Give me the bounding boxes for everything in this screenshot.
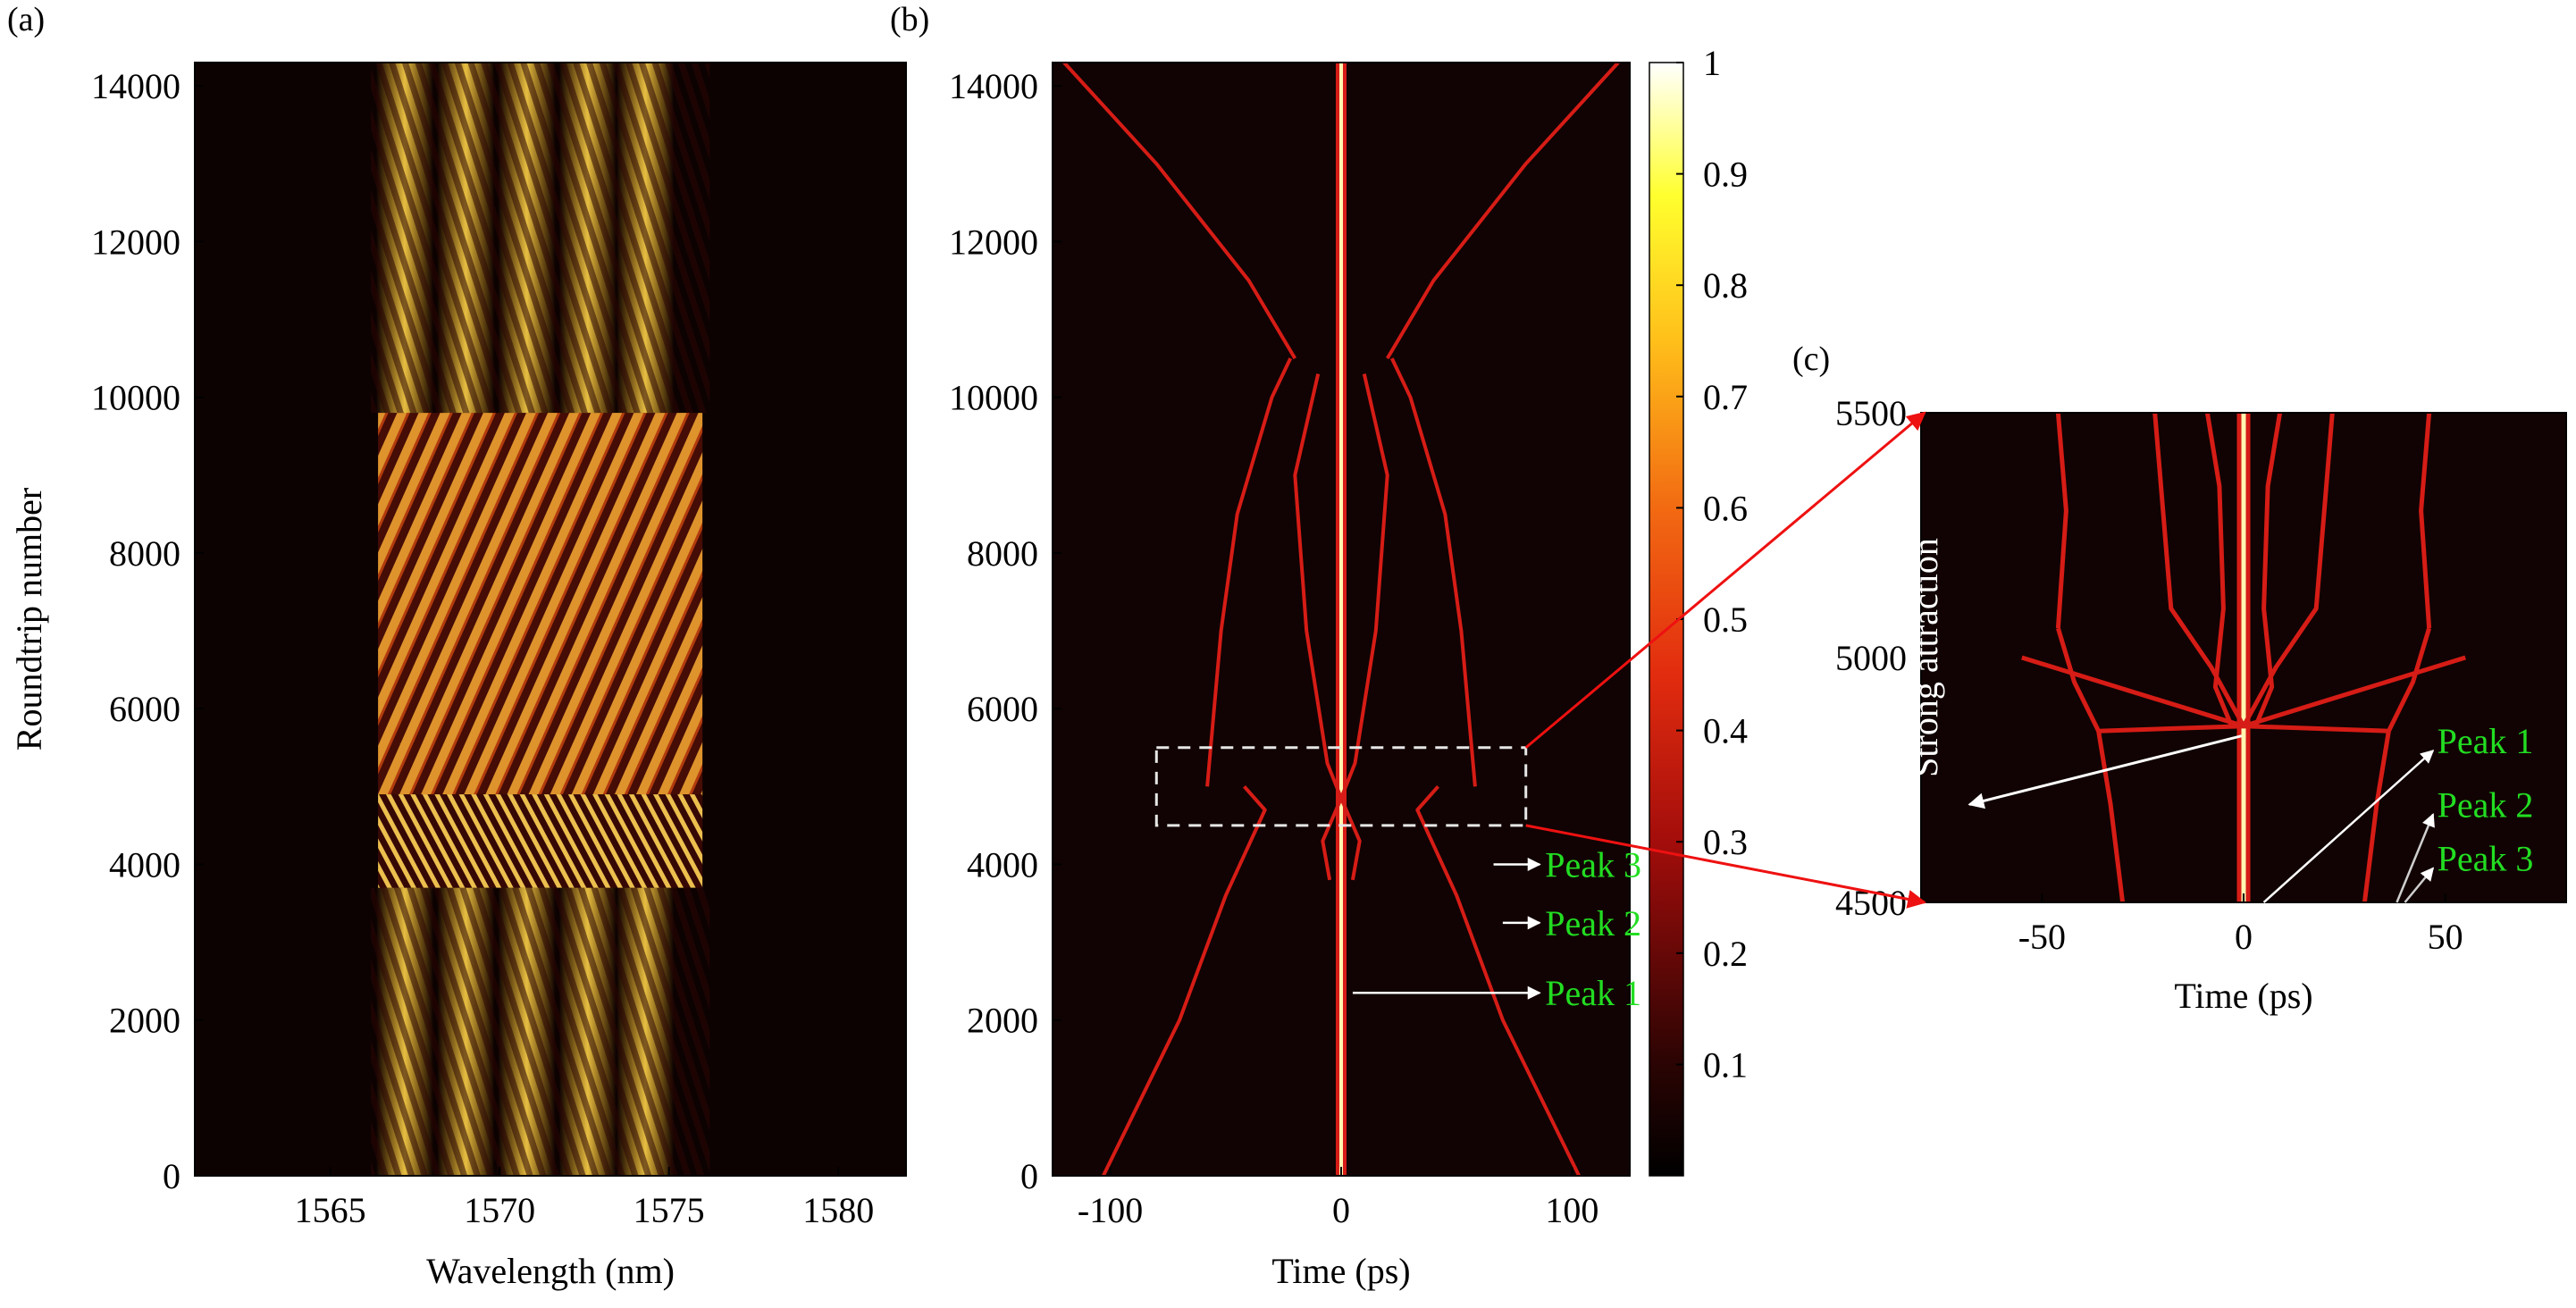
trace-drift-r	[2419, 412, 2432, 629]
y-tick-label: 0	[1020, 1156, 1038, 1196]
interference-region	[378, 794, 703, 888]
panel-c-label: (c)	[1792, 340, 1830, 378]
x-tick-label: -100	[1078, 1190, 1143, 1230]
zoom-connector-top	[1524, 411, 1926, 749]
trace-outer-l	[1062, 61, 1297, 360]
colorbar-tick-label: 0.5	[1703, 600, 1748, 640]
y-tick-label: 4500	[1835, 883, 1907, 923]
trace-middle-r	[1389, 357, 1477, 787]
peak-label: Peak 3	[2438, 839, 2534, 879]
colorbar-tick-label: 0.1	[1703, 1044, 1748, 1085]
trace-inner-r	[1339, 373, 1389, 881]
x-tick-label: 100	[1545, 1190, 1598, 1230]
y-tick-label: 6000	[109, 689, 180, 729]
y-tick-label: 8000	[109, 533, 180, 574]
panel-c-ticks: -50 0 50 4500 5000 5500	[1835, 393, 2463, 957]
colorbar-tick-label: 0.9	[1703, 155, 1748, 195]
peak-arrow	[2262, 750, 2435, 903]
y-tick-label: 14000	[949, 66, 1038, 106]
zoom-connectors	[1524, 411, 1927, 909]
stable-fringes	[371, 63, 710, 414]
y-tick-label: 4000	[967, 844, 1038, 885]
y-tick-label: 4000	[109, 844, 180, 885]
colorbar-tick-label: 0.8	[1703, 265, 1748, 306]
strong-attraction-label: Strong attraction	[1905, 538, 1945, 777]
stable-fringes	[371, 887, 710, 1176]
panel-b: (b) -100 0 1000200040006000800010000120001…	[890, 1, 1748, 1291]
panel-c-xlabel: Time (ps)	[2174, 976, 2312, 1016]
panel-a-ticks: 1565 1570 1575 1580 0 2000 4000 6000 8000 10000 12…	[91, 66, 874, 1230]
x-tick-label: 1565	[295, 1190, 366, 1230]
colorbar-tick-label: 0.6	[1703, 488, 1748, 528]
panel-a-xlabel: Wavelength (nm)	[426, 1251, 675, 1291]
y-tick-label: 12000	[949, 222, 1038, 262]
x-tick-label: 1575	[634, 1190, 705, 1230]
trace-mid-l	[2152, 412, 2246, 727]
trace-inner-r	[2253, 412, 2283, 727]
x-tick-label: -50	[2018, 917, 2066, 957]
panel-a-label: (a)	[7, 1, 45, 38]
panel-b-label: (b)	[890, 1, 929, 38]
y-tick-label: 14000	[91, 66, 180, 106]
y-tick-label: 5500	[1835, 393, 1907, 433]
trace-mid-r	[2241, 412, 2335, 727]
attraction-arrow	[1968, 734, 2243, 809]
zoom-box	[1154, 746, 1528, 827]
zoom-connector-bottom	[1525, 824, 1927, 909]
colorbar-tick-label: 1	[1703, 43, 1721, 83]
colorbar-ticks: 0.1 0.2 0.3 0.4 0.5 0.6 0.7 0.8 0.9 1	[1676, 43, 1748, 1085]
colorbar-tick-label: 0.2	[1703, 934, 1748, 974]
trace-inner-l	[1293, 373, 1343, 881]
panel-b-annotations: Peak 3 Peak 2 Peak 1	[1352, 844, 1641, 1013]
peak-label: Peak 2	[2438, 784, 2534, 825]
trace-outer-r	[1385, 61, 1620, 360]
peak-label: Peak 1	[2438, 721, 2534, 761]
trace-middle-l	[1205, 357, 1293, 787]
y-tick-label: 6000	[967, 689, 1038, 729]
panel-a-ylabel: Roundtrip number	[9, 488, 49, 750]
peak-label: Peak 1	[1545, 973, 1641, 1013]
y-tick-label: 5000	[1835, 638, 1907, 678]
peak-arrow	[2404, 867, 2435, 903]
panel-c-annotations: Strong attraction Peak 1 Peak 2 Peak 3	[1905, 538, 2534, 903]
y-tick-label: 12000	[91, 222, 180, 262]
peak-label: Peak 3	[1545, 844, 1641, 885]
x-tick-label: 1570	[464, 1190, 535, 1230]
y-tick-label: 10000	[949, 378, 1038, 418]
trace-inner-l	[2204, 412, 2234, 727]
chaotic-region	[378, 413, 703, 795]
y-tick-label: 2000	[109, 1001, 180, 1041]
trace-peak-2-l	[1102, 784, 1267, 1177]
y-tick-label: 8000	[967, 533, 1038, 574]
trace-peak-2-r	[1415, 784, 1581, 1177]
panel-b-traces	[1052, 61, 1631, 1177]
trace-drift-l	[2055, 412, 2068, 629]
panel-a-frame	[194, 62, 907, 1177]
panel-a: (a) 1565 1570 1575 1580 0 2000 4000 6000 8000 100…	[7, 1, 907, 1291]
panel-a-spectrum	[194, 62, 907, 1177]
panel-c-traces	[1920, 412, 2567, 903]
peak-label: Peak 2	[1545, 903, 1641, 943]
panel-c: (c) -50 0 50 4500 5000 5500 Strong attraction…	[1792, 340, 2567, 1016]
colorbar-tick-label: 0.3	[1703, 822, 1748, 862]
x-tick-label: 1580	[802, 1190, 874, 1230]
y-tick-label: 0	[163, 1156, 180, 1196]
x-tick-label: 0	[2235, 917, 2253, 957]
peak-arrow	[2396, 812, 2435, 903]
colorbar-tick-label: 0.4	[1703, 711, 1748, 751]
colorbar-tick-label: 0.7	[1703, 377, 1748, 417]
x-tick-label: 0	[1332, 1190, 1350, 1230]
trace-cross-2	[2021, 655, 2466, 729]
y-tick-label: 2000	[967, 1001, 1038, 1041]
panel-b-xlabel: Time (ps)	[1271, 1251, 1410, 1291]
y-tick-label: 10000	[91, 378, 180, 418]
x-tick-label: 50	[2428, 917, 2463, 957]
